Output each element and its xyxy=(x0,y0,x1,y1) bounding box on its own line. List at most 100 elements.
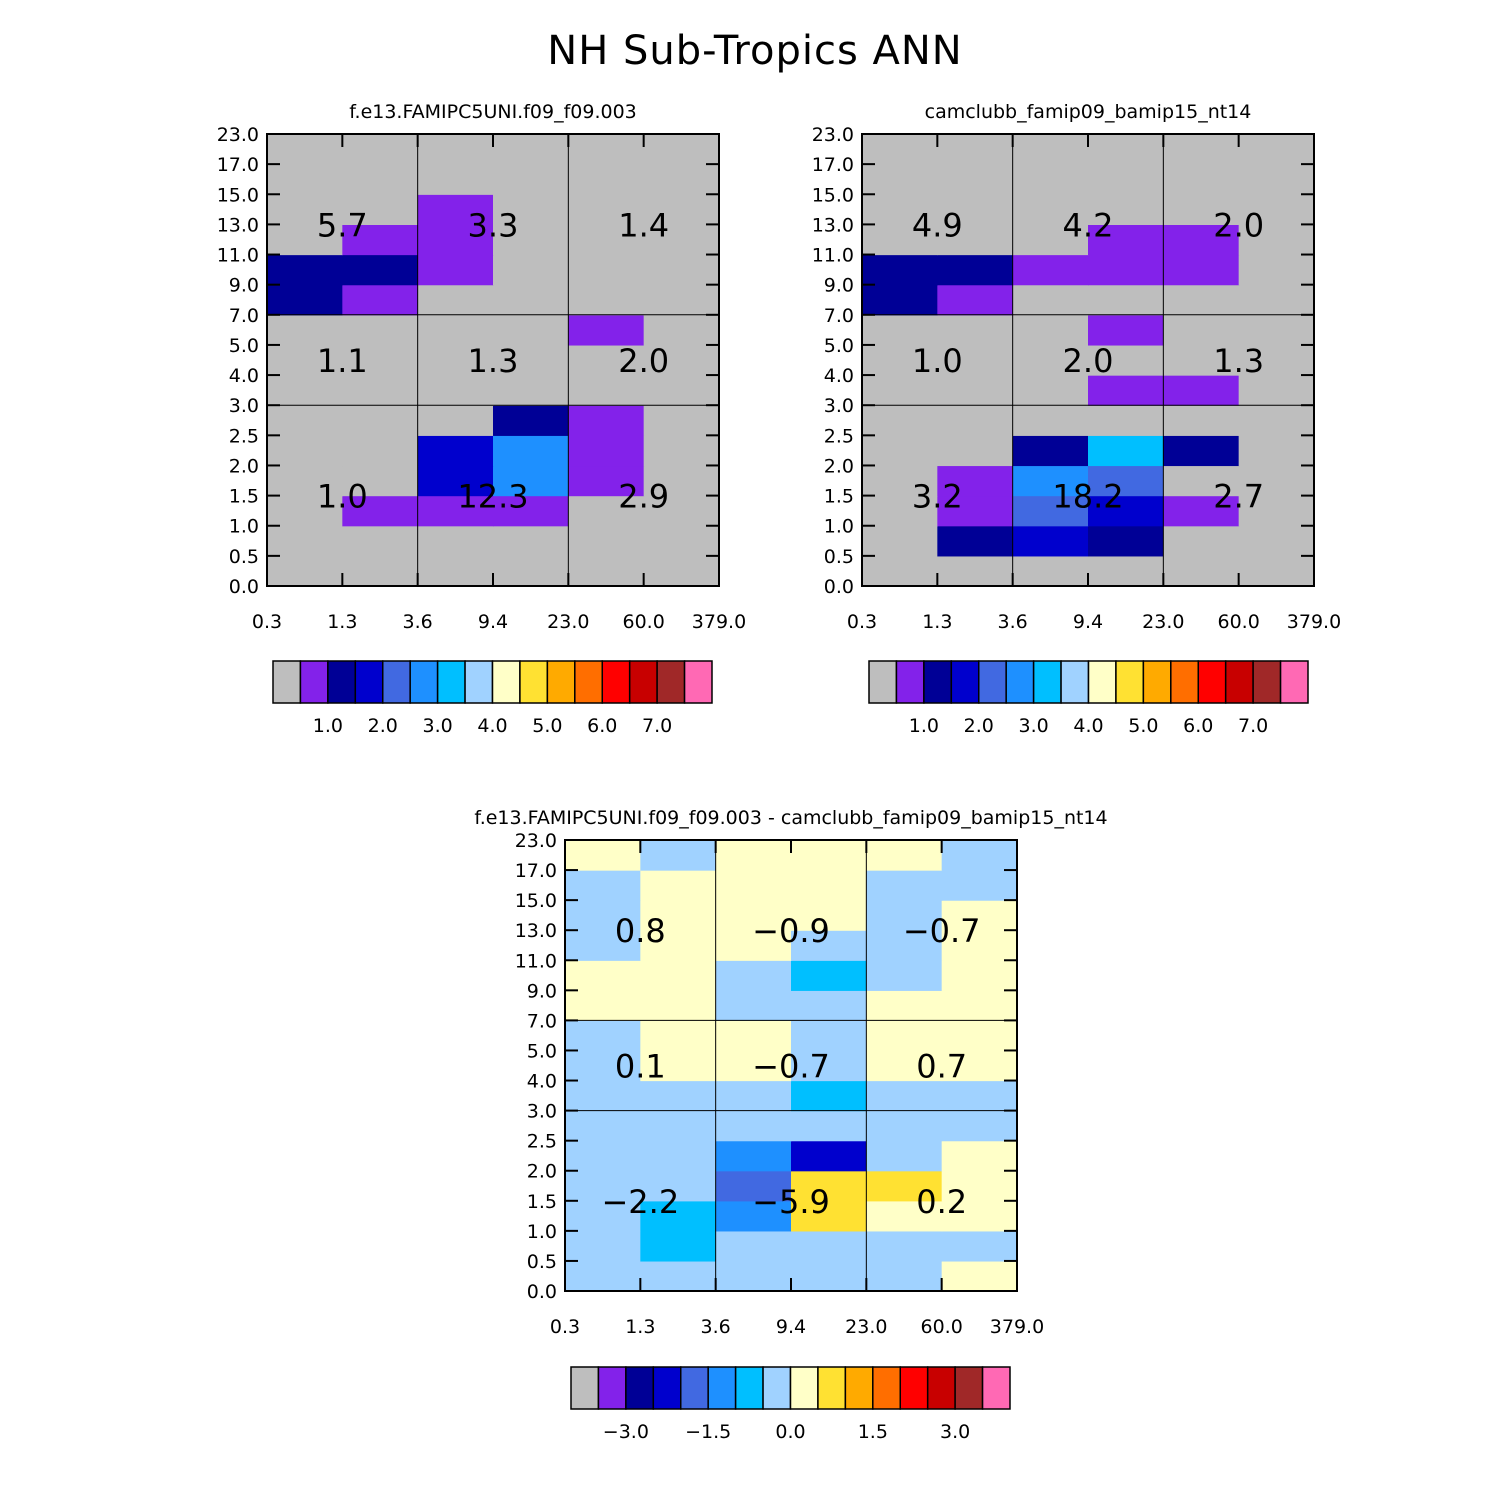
y-tick-label: 17.0 xyxy=(515,860,557,882)
heatmap-cell xyxy=(937,134,1014,165)
box-total-label: 5.7 xyxy=(317,206,368,244)
heatmap-cell xyxy=(866,960,943,991)
heatmap-cell xyxy=(342,134,419,165)
heatmap-cell xyxy=(1238,284,1315,316)
box-total-label: 2.7 xyxy=(1213,478,1264,516)
heatmap-cell xyxy=(643,344,720,376)
colorbar-swatch xyxy=(981,1366,1011,1410)
y-tick-label: 9.0 xyxy=(824,275,854,297)
colorbar-swatch xyxy=(707,1366,737,1410)
heatmap-cell xyxy=(342,164,419,195)
heatmap-cell xyxy=(791,1080,867,1112)
heatmap-cell xyxy=(342,465,419,497)
heatmap-cell xyxy=(937,465,1014,497)
heatmap-cell xyxy=(1088,164,1164,195)
heatmap-cell xyxy=(791,900,867,931)
heatmap-cell xyxy=(1238,314,1315,346)
heatmap-cell xyxy=(941,1260,1018,1292)
heatmap-cell xyxy=(643,465,720,497)
heatmap-cell xyxy=(1088,555,1164,587)
heatmap-cell xyxy=(1012,555,1089,587)
heatmap-cell xyxy=(866,900,943,931)
heatmap-cell xyxy=(862,254,938,286)
heatmap-cell xyxy=(1088,525,1164,557)
heatmap-cell xyxy=(417,495,494,527)
heatmap-cell xyxy=(267,405,343,436)
y-tick-label: 5.0 xyxy=(527,1040,557,1062)
heatmap-cell xyxy=(791,870,867,901)
heatmap-cell xyxy=(791,1170,867,1202)
heatmap-cell xyxy=(493,465,569,497)
heatmap-cell xyxy=(267,525,343,557)
heatmap-cell xyxy=(715,1110,792,1142)
heatmap-cell xyxy=(1012,525,1089,557)
heatmap-cell xyxy=(862,435,938,467)
colorbar-swatch xyxy=(574,660,603,704)
heatmap-cell xyxy=(1238,555,1315,587)
y-tick-label: 0.5 xyxy=(824,546,854,568)
heatmap-cell xyxy=(862,344,938,376)
colorbar-swatch xyxy=(1279,660,1309,704)
heatmap-cell xyxy=(565,900,641,931)
y-tick-label: 15.0 xyxy=(515,890,557,912)
x-tick-label: 0.3 xyxy=(252,611,282,633)
heatmap-cell xyxy=(715,900,792,931)
heatmap-cell xyxy=(862,314,938,346)
heatmap-cell xyxy=(643,164,720,195)
heatmap-cell xyxy=(941,930,1018,961)
heatmap-cell xyxy=(1163,314,1240,346)
heatmap-cell xyxy=(640,990,717,1021)
heatmap-cell xyxy=(565,930,641,961)
heatmap-cell xyxy=(862,375,938,406)
heatmap-cell xyxy=(342,555,419,587)
heatmap-cell xyxy=(643,435,720,467)
heatmap-cell xyxy=(1012,224,1089,256)
heatmap-cell xyxy=(568,405,645,436)
heatmap-cell xyxy=(640,900,717,931)
heatmap-cell xyxy=(342,254,419,286)
colorbar-swatch xyxy=(299,660,329,704)
heatmap-cell xyxy=(1238,405,1315,436)
heatmap-cell xyxy=(342,435,419,467)
colorbar-label: −1.5 xyxy=(685,1421,731,1443)
y-tick-label: 2.0 xyxy=(527,1161,557,1183)
heatmap-cell xyxy=(941,1080,1018,1112)
y-tick-label: 3.0 xyxy=(527,1101,557,1123)
colorbar-swatch xyxy=(625,1366,655,1410)
heatmap-cell xyxy=(417,525,494,557)
heatmap-cell xyxy=(640,1170,717,1202)
heatmap-cell xyxy=(643,375,720,406)
heatmap-cell xyxy=(1163,405,1240,436)
box-total-label: 3.3 xyxy=(468,206,519,244)
heatmap-cell xyxy=(1012,254,1089,286)
x-tick-label: 23.0 xyxy=(547,611,589,633)
y-tick-label: 1.0 xyxy=(229,516,259,538)
heatmap-cell xyxy=(941,960,1018,991)
heatmap-cell xyxy=(1012,465,1089,497)
heatmap-cell xyxy=(267,224,343,256)
colorbar-label: 0.0 xyxy=(775,1421,805,1443)
heatmap-cell xyxy=(1163,194,1240,225)
heatmap-cell xyxy=(1088,194,1164,225)
colorbar-swatch xyxy=(570,1366,600,1410)
heatmap-cell xyxy=(568,495,645,527)
box-total-label: 18.2 xyxy=(1052,478,1123,516)
heatmap-cell xyxy=(1238,435,1315,467)
heatmap-cell xyxy=(866,1230,943,1262)
heatmap-cell xyxy=(640,1140,717,1172)
heatmap-cell xyxy=(568,164,645,195)
heatmap-cell xyxy=(643,405,720,436)
colorbar-label: 6.0 xyxy=(587,715,617,737)
box-total-label: 0.7 xyxy=(916,1048,967,1086)
heatmap-cell xyxy=(493,134,569,165)
box-total-label: 2.0 xyxy=(1213,206,1264,244)
heatmap-cell xyxy=(941,1170,1018,1202)
colorbar-swatch xyxy=(950,660,980,704)
colorbar-swatch xyxy=(546,660,576,704)
heatmap-cell xyxy=(565,960,641,991)
y-tick-label: 5.0 xyxy=(229,335,259,357)
y-tick-label: 7.0 xyxy=(527,1010,557,1032)
x-tick-label: 60.0 xyxy=(921,1316,963,1338)
heatmap-cell xyxy=(493,194,569,225)
heatmap-cell xyxy=(1163,254,1240,286)
